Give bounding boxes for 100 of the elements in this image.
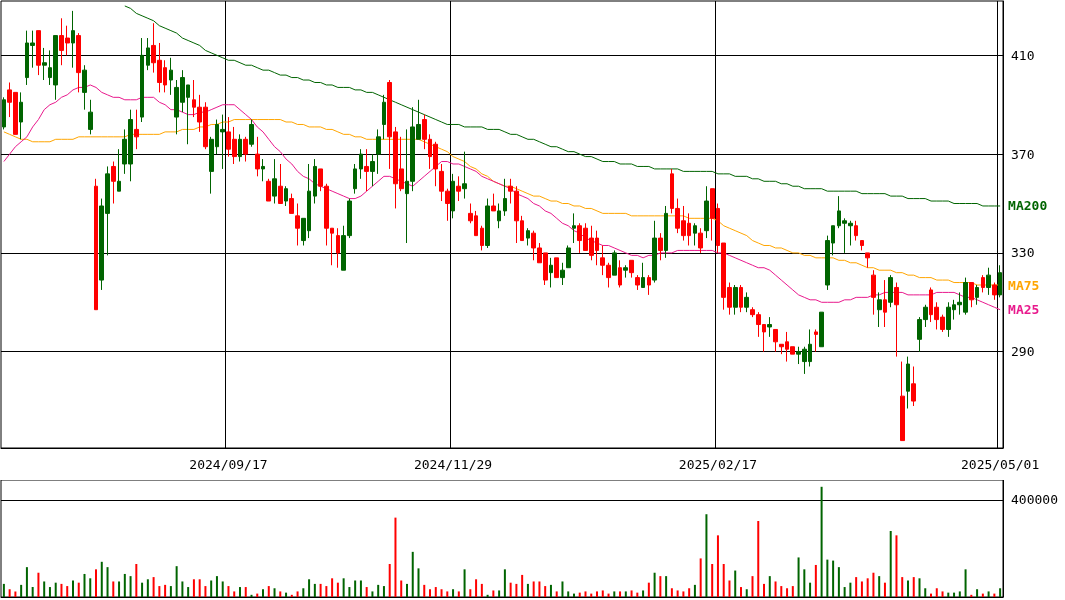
bar bbox=[227, 586, 230, 597]
bar bbox=[77, 582, 80, 597]
bar bbox=[970, 594, 973, 597]
bar bbox=[221, 581, 224, 597]
bar bbox=[786, 588, 789, 597]
bar bbox=[192, 579, 195, 597]
candlestick bbox=[911, 366, 916, 407]
candlestick bbox=[698, 227, 703, 254]
candlestick bbox=[485, 198, 490, 249]
candlestick bbox=[612, 249, 617, 276]
candlestick bbox=[860, 240, 864, 251]
candlestick bbox=[71, 10, 75, 69]
candlestick bbox=[462, 151, 467, 200]
bar bbox=[693, 584, 696, 597]
candlestick bbox=[744, 291, 749, 313]
bar bbox=[308, 579, 311, 597]
bar bbox=[814, 564, 817, 597]
bar bbox=[394, 517, 397, 597]
bar bbox=[584, 591, 587, 597]
bar bbox=[118, 581, 121, 597]
bar bbox=[860, 581, 863, 597]
bar bbox=[371, 591, 374, 597]
bar bbox=[60, 583, 63, 597]
bar bbox=[745, 589, 748, 597]
bar bbox=[457, 591, 460, 597]
candlestick bbox=[134, 109, 139, 150]
bar bbox=[670, 588, 673, 597]
bar bbox=[175, 566, 178, 597]
candlestick bbox=[992, 282, 997, 301]
bar bbox=[555, 591, 558, 597]
candlestick bbox=[900, 361, 905, 442]
candlestick bbox=[767, 316, 772, 338]
candlestick bbox=[376, 128, 381, 175]
bar bbox=[837, 567, 840, 597]
bar bbox=[100, 561, 103, 597]
bar bbox=[768, 576, 771, 597]
bar bbox=[676, 590, 679, 597]
bar bbox=[480, 583, 483, 597]
bar bbox=[665, 576, 668, 597]
candlestick bbox=[658, 232, 663, 261]
bar bbox=[135, 563, 138, 597]
candlestick bbox=[480, 225, 484, 251]
bar bbox=[475, 579, 478, 597]
bar bbox=[365, 587, 368, 597]
bar bbox=[941, 591, 944, 597]
candlestick bbox=[272, 158, 277, 205]
bar bbox=[918, 578, 921, 597]
bar bbox=[567, 591, 570, 597]
y-tick-label: 330 bbox=[1011, 245, 1035, 261]
candlestick bbox=[854, 220, 858, 242]
candlestick bbox=[618, 259, 622, 288]
y-tick-label: 410 bbox=[1011, 47, 1035, 63]
candlestick bbox=[865, 252, 870, 269]
candlestick bbox=[491, 193, 496, 212]
bar bbox=[411, 551, 414, 597]
bar bbox=[71, 580, 74, 597]
bar bbox=[2, 583, 5, 597]
bar bbox=[169, 586, 172, 597]
bar bbox=[964, 569, 967, 597]
candlestick bbox=[560, 262, 565, 286]
candlestick bbox=[998, 264, 1002, 298]
bar bbox=[106, 567, 109, 597]
candlestick bbox=[238, 133, 242, 163]
bar bbox=[682, 591, 685, 597]
bar bbox=[215, 576, 218, 597]
x-tick-label: 2024/09/17 bbox=[189, 457, 268, 472]
bar bbox=[711, 563, 714, 597]
bar bbox=[262, 589, 265, 597]
bar bbox=[561, 581, 564, 597]
bar bbox=[716, 535, 719, 597]
bar bbox=[739, 587, 742, 597]
bar bbox=[354, 580, 357, 597]
bar bbox=[803, 569, 806, 597]
bar bbox=[89, 578, 92, 597]
bar bbox=[797, 557, 800, 597]
bar bbox=[95, 569, 98, 597]
candlestick bbox=[819, 311, 824, 348]
bar bbox=[515, 583, 518, 597]
candlestick bbox=[19, 91, 23, 140]
bar bbox=[302, 588, 305, 597]
bar bbox=[146, 579, 149, 597]
candlestick bbox=[664, 205, 668, 259]
bar bbox=[331, 578, 334, 597]
candlestick bbox=[295, 203, 300, 246]
candlestick bbox=[94, 178, 98, 311]
candlestick bbox=[969, 282, 974, 308]
bar bbox=[112, 581, 115, 597]
bar bbox=[25, 567, 28, 597]
bar bbox=[423, 584, 426, 597]
bar bbox=[279, 591, 282, 597]
bar bbox=[728, 580, 731, 597]
x-tick-label: 2024/11/29 bbox=[413, 457, 493, 472]
bar bbox=[832, 560, 835, 597]
candlestick bbox=[382, 94, 386, 140]
y-tick-label: 290 bbox=[1011, 344, 1035, 360]
bar bbox=[250, 594, 253, 597]
candlestick bbox=[169, 57, 173, 96]
bar bbox=[866, 578, 869, 597]
bar bbox=[544, 586, 547, 597]
y-tick-label: 370 bbox=[1011, 146, 1035, 162]
